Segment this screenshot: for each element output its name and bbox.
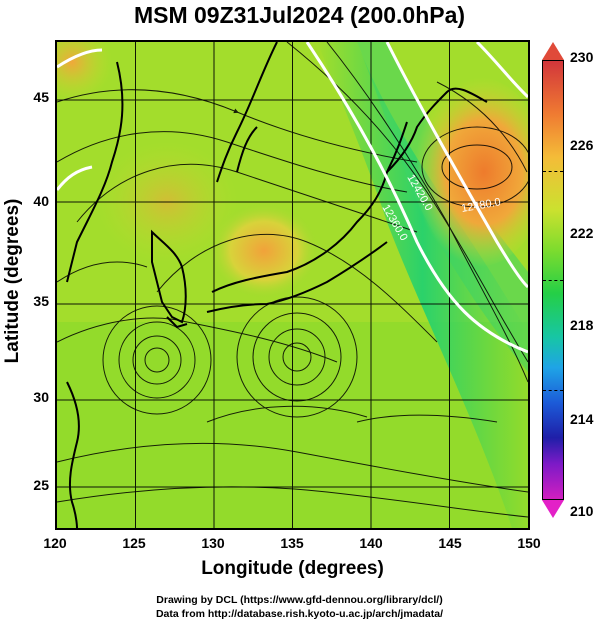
x-axis-label: Longitude (degrees) <box>201 558 384 579</box>
x-tick-label: 140 <box>359 535 383 551</box>
x-tick-label: 150 <box>517 535 541 551</box>
grid-lines <box>57 42 528 528</box>
coastlines <box>66 42 488 528</box>
colorbar-max-arrow <box>542 42 564 60</box>
y-tick-label: 40 <box>33 193 49 209</box>
x-tick-label: 120 <box>43 535 67 551</box>
height-contours <box>57 42 528 354</box>
map-title: MSM 09Z31Jul2024 (200.0hPa) <box>133 2 466 28</box>
y-tick-label: 35 <box>33 293 49 309</box>
cool-band <box>317 42 528 528</box>
x-tick-label: 125 <box>122 535 146 551</box>
y-tick-label: 30 <box>33 389 49 405</box>
colorbar-tick-label: 230 <box>570 49 594 65</box>
colorbar-tick-label: 218 <box>570 317 594 333</box>
warm-anomaly-northeast <box>407 77 528 267</box>
credit-drawing: Drawing by DCL (https://www.gfd-dennou.o… <box>156 594 443 606</box>
map-plot-area: 12420.0 12360.0 12480.0 <box>55 40 530 530</box>
warm-anomaly-japan-sea <box>192 192 352 332</box>
map-svg: 12420.0 12360.0 12480.0 <box>57 42 528 528</box>
x-tick-label: 145 <box>438 535 462 551</box>
x-tick-label: 130 <box>201 535 225 551</box>
colorbar-tick-label: 214 <box>570 411 594 427</box>
colorbar-tick-label: 226 <box>570 137 594 153</box>
y-tick-label: 45 <box>33 89 49 105</box>
x-tick-label: 135 <box>280 535 304 551</box>
y-tick-label: 25 <box>33 477 49 493</box>
credit-data-source: Data from http://database.rish.kyoto-u.a… <box>155 608 444 620</box>
colorbar <box>542 60 564 500</box>
y-axis-label: Latitude (degrees) <box>2 198 23 364</box>
colorbar-tick-label: 210 <box>570 503 594 519</box>
colorbar-tick-label: 222 <box>570 225 594 241</box>
colorbar-min-arrow <box>542 500 564 518</box>
